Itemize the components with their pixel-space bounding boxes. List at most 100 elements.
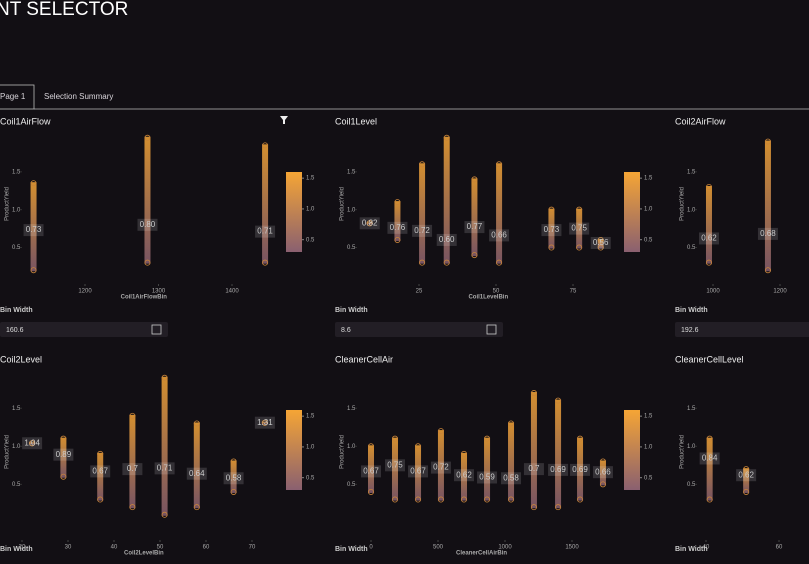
colorbar-tick-label: 1.5 bbox=[644, 414, 653, 420]
x-tick-label: 25 bbox=[416, 289, 423, 295]
x-tick-label: 1000 bbox=[498, 545, 512, 551]
bin-width-label: Bin Width bbox=[675, 307, 708, 314]
yield-point bbox=[460, 496, 467, 503]
x-tick-label: 1200 bbox=[773, 289, 787, 295]
filter-icon[interactable] bbox=[280, 116, 288, 124]
yield-range bbox=[743, 468, 750, 493]
yield-point bbox=[576, 244, 583, 251]
mean-label-bg bbox=[489, 229, 510, 242]
mean-label-bg bbox=[592, 466, 613, 479]
mean-label-bg bbox=[477, 471, 498, 484]
mean-label: 0.67 bbox=[363, 467, 379, 476]
yield-point bbox=[599, 481, 606, 488]
yield-point bbox=[484, 435, 491, 442]
yield-point bbox=[97, 450, 104, 457]
yield-range bbox=[161, 376, 168, 516]
y-tick-label: 1.5 bbox=[347, 169, 356, 175]
bin-width-value[interactable]: 8.6 bbox=[341, 327, 351, 334]
yield-point bbox=[743, 488, 750, 495]
yield-point bbox=[437, 496, 444, 503]
yield-range bbox=[230, 460, 237, 493]
yield-range bbox=[597, 238, 604, 249]
panel-title: CleanerCellAir bbox=[335, 354, 393, 364]
yield-range bbox=[419, 163, 426, 264]
mean-label: 1.31 bbox=[257, 418, 273, 427]
yield-range bbox=[394, 201, 401, 241]
bin-width-value[interactable]: 192.6 bbox=[681, 327, 699, 334]
panel-title: Coil2Level bbox=[0, 354, 42, 364]
yield-point bbox=[548, 206, 555, 213]
yield-range bbox=[415, 445, 422, 501]
mean-label-bg bbox=[255, 225, 276, 238]
x-tick-label: 75 bbox=[570, 289, 577, 295]
mean-label: 0.68 bbox=[760, 229, 776, 238]
mean-label: 0.69 bbox=[572, 465, 588, 474]
mean-label-bg bbox=[384, 459, 405, 472]
panel-title: CleanerCellLevel bbox=[675, 354, 744, 364]
x-axis-label: CleanerCellAirBin bbox=[456, 551, 507, 557]
mean-label: 0.67 bbox=[410, 467, 426, 476]
yield-point bbox=[30, 180, 37, 187]
tab[interactable]: Page 1 bbox=[0, 92, 26, 101]
mean-label: 0.62 bbox=[701, 234, 717, 243]
bin-width-input[interactable] bbox=[335, 322, 503, 337]
yield-point bbox=[577, 496, 584, 503]
yield-range bbox=[129, 414, 136, 509]
colorbar-tick-label: 0.5 bbox=[644, 475, 653, 481]
y-tick-label: 1.0 bbox=[347, 207, 356, 213]
yield-point bbox=[764, 267, 771, 274]
yield-point bbox=[193, 420, 200, 427]
yield-point bbox=[576, 206, 583, 213]
tab[interactable]: Selection Summary bbox=[44, 92, 113, 101]
mean-label-bg bbox=[53, 448, 74, 461]
yield-point bbox=[443, 259, 450, 266]
x-tick-label: 1400 bbox=[225, 289, 239, 295]
bin-width-label: Bin Width bbox=[0, 546, 33, 553]
bin-width-input[interactable] bbox=[0, 322, 168, 337]
yield-range bbox=[577, 437, 584, 501]
x-axis-label: Coil1AirFlowBin bbox=[121, 295, 168, 301]
mean-label: 0.62 bbox=[456, 470, 472, 479]
bin-width-label: Bin Width bbox=[335, 307, 368, 314]
x-tick-label: 500 bbox=[433, 545, 444, 551]
mean-label: 1.04 bbox=[24, 438, 40, 447]
yield-point bbox=[597, 236, 604, 243]
y-axis-label: ProductYield bbox=[680, 435, 686, 469]
yield-point bbox=[366, 220, 373, 227]
stepper[interactable] bbox=[486, 324, 497, 335]
y-axis-label: ProductYield bbox=[5, 435, 11, 469]
bin-width-value[interactable]: 160.6 bbox=[6, 327, 24, 334]
mean-label-bg bbox=[464, 221, 485, 234]
mean-label-bg bbox=[430, 461, 451, 474]
mean-label-bg bbox=[757, 227, 778, 240]
yield-range bbox=[764, 140, 771, 272]
mean-label: 0.71 bbox=[257, 227, 273, 236]
mean-label-bg bbox=[186, 467, 207, 480]
stepper[interactable] bbox=[151, 324, 162, 335]
colorbar bbox=[624, 410, 640, 490]
yield-point bbox=[471, 252, 478, 259]
yield-range bbox=[471, 178, 478, 257]
mean-label: 0.58 bbox=[226, 473, 242, 482]
yield-point bbox=[705, 183, 712, 190]
mean-label-bg bbox=[361, 465, 381, 478]
panel-title: Coil1AirFlow bbox=[0, 116, 51, 126]
mean-label-bg bbox=[736, 469, 757, 482]
yield-range bbox=[368, 445, 374, 493]
mean-label-bg bbox=[137, 218, 158, 231]
yield-range bbox=[144, 136, 151, 264]
colorbar-tick-label: 1.5 bbox=[306, 414, 315, 420]
yield-range bbox=[548, 208, 555, 249]
x-tick-label: 1000 bbox=[706, 289, 720, 295]
active-tab-border bbox=[0, 84, 35, 110]
yield-point bbox=[97, 496, 104, 503]
bin-width-input[interactable] bbox=[675, 322, 809, 337]
y-axis-label: ProductYield bbox=[680, 187, 686, 221]
y-axis-label: ProductYield bbox=[5, 187, 11, 221]
yield-range bbox=[599, 460, 606, 486]
yield-point bbox=[460, 450, 467, 457]
yield-point bbox=[599, 458, 606, 465]
mean-label-bg bbox=[408, 465, 429, 478]
yield-point bbox=[508, 496, 515, 503]
yield-point bbox=[555, 397, 562, 404]
